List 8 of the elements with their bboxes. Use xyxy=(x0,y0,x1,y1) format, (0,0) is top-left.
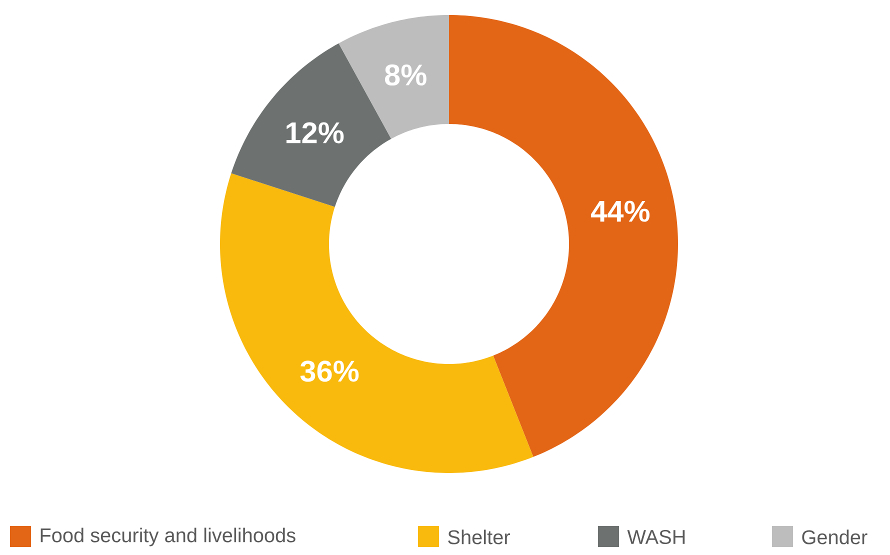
data-label: 8% xyxy=(384,64,426,86)
legend-label: Shelter xyxy=(448,530,510,544)
legend-label: Food security and livelihoods xyxy=(40,528,296,546)
legend-label: WASH xyxy=(627,530,685,544)
data-label: 12% xyxy=(286,122,344,144)
data-label: 44% xyxy=(590,200,650,222)
legend-label: Gender xyxy=(802,530,868,544)
data-label: 36% xyxy=(300,360,359,382)
